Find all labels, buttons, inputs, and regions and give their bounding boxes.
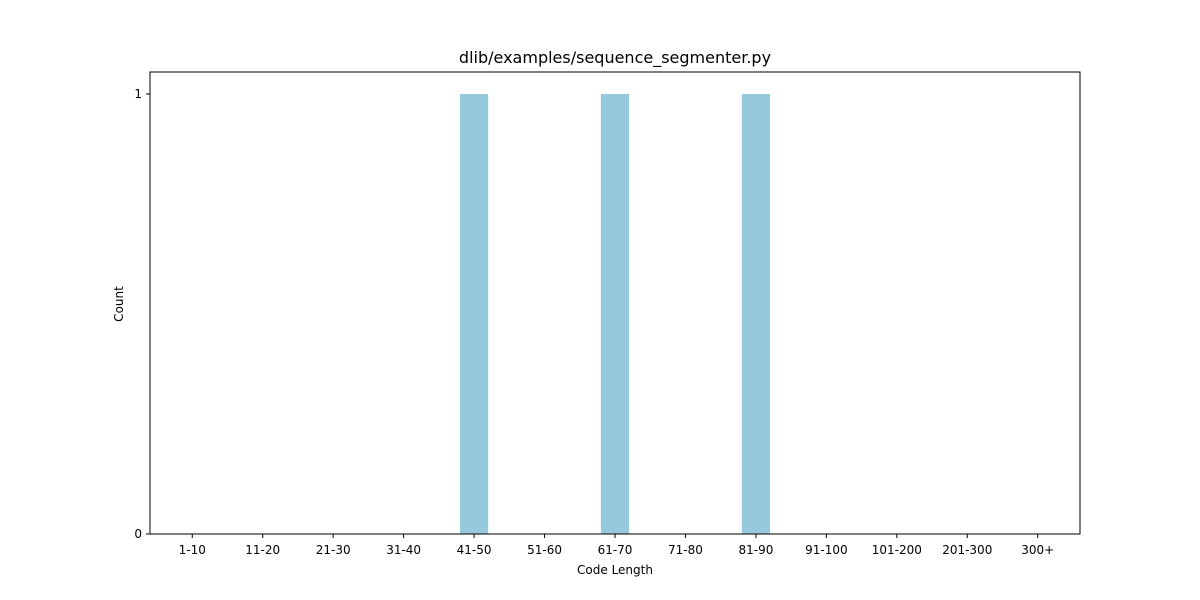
chart-title: dlib/examples/sequence_segmenter.py bbox=[459, 48, 771, 68]
bar-41-50 bbox=[460, 94, 489, 534]
x-tick-label: 21-30 bbox=[316, 543, 351, 557]
x-tick-label: 71-80 bbox=[668, 543, 703, 557]
y-axis: 01 bbox=[134, 87, 150, 541]
x-tick-label: 81-90 bbox=[738, 543, 773, 557]
bar-61-70 bbox=[600, 94, 630, 534]
x-tick-label: 41-50 bbox=[457, 543, 492, 557]
x-tick-label: 1-10 bbox=[179, 543, 206, 557]
x-axis: 1-10 11-20 21-30 31-40 41-50 51-60 61-70 71-80 8… bbox=[179, 534, 1054, 557]
x-tick-label: 300+ bbox=[1021, 543, 1054, 557]
x-axis-label: Code Length bbox=[577, 563, 653, 577]
x-tick-label: 201-300 bbox=[942, 543, 992, 557]
bar-81-90 bbox=[741, 94, 770, 534]
x-tick-label: 31-40 bbox=[386, 543, 421, 557]
x-tick-label: 11-20 bbox=[245, 543, 280, 557]
y-tick-label: 0 bbox=[134, 527, 142, 541]
y-tick-label: 1 bbox=[134, 87, 142, 101]
x-tick-label: 91-100 bbox=[805, 543, 848, 557]
x-tick-label: 101-200 bbox=[872, 543, 922, 557]
x-tick-label: 51-60 bbox=[527, 543, 562, 557]
y-axis-label: Count bbox=[112, 286, 126, 322]
x-tick-label: 61-70 bbox=[598, 543, 633, 557]
bars-group bbox=[460, 94, 770, 534]
